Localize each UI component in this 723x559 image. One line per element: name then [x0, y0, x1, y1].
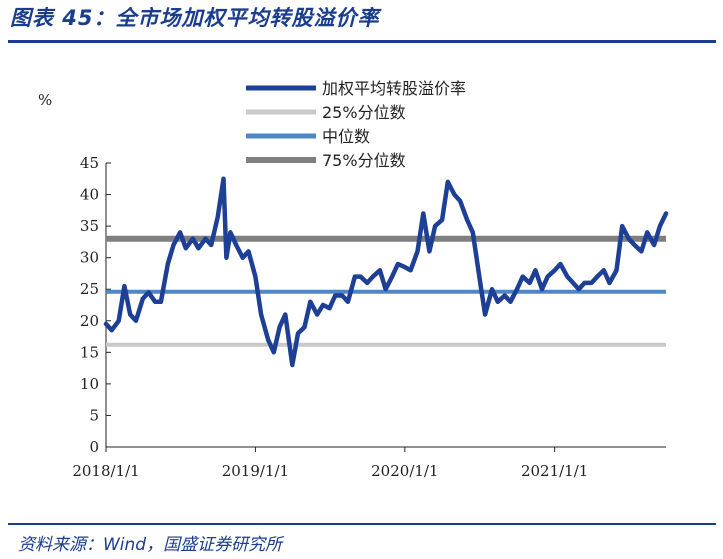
figure-title: 图表 45：全市场加权平均转股溢价率 [10, 6, 380, 30]
premium-rate-line [103, 176, 669, 368]
legend-label: 75%分位数 [322, 151, 406, 170]
reference-lines [106, 235, 666, 347]
title-rule [8, 40, 716, 43]
legend-item-median: 中位数 [246, 127, 370, 146]
legend-label: 中位数 [322, 127, 370, 146]
source-rule [8, 523, 716, 525]
y-tick-label: 15 [80, 343, 99, 361]
axes: 0 5 10 15 20 25 30 35 40 45% 2018/1/1 2019/1/1 2020/… [38, 91, 666, 480]
y-tick-label: 30 [80, 249, 99, 267]
x-tick-label: 2019/1/1 [222, 462, 289, 480]
x-tick-label: 2021/1/1 [521, 462, 588, 480]
source-note: 资料来源：Wind，国盛证券研究所 [18, 535, 283, 555]
main-series [103, 176, 669, 368]
premium-rate-chart: 0 5 10 15 20 25 30 35 40 45% 2018/1/1 2019/1/1 2020/… [38, 79, 669, 480]
y-tick-label: 25 [80, 280, 99, 298]
legend-item-premium: 加权平均转股溢价率 [246, 79, 466, 98]
y-tick-label: 10 [80, 375, 99, 393]
legend-label: 25%分位数 [322, 103, 406, 122]
y-tick-label: 0 [89, 438, 99, 456]
legend-label: 加权平均转股溢价率 [322, 79, 466, 98]
y-tick-label: 5 [89, 406, 99, 424]
legend-item-p25: 25%分位数 [246, 103, 406, 122]
x-tick-label: 2018/1/1 [72, 462, 139, 480]
legend-item-p75: 75%分位数 [246, 151, 406, 170]
y-tick-label: 40 [80, 186, 99, 204]
y-tick-label: 45 [80, 154, 99, 172]
y-tick-label: 20 [80, 312, 99, 330]
y-tick-label: 35 [80, 217, 99, 235]
x-tick-label: 2020/1/1 [371, 462, 438, 480]
y-axis-unit: % [38, 91, 52, 109]
